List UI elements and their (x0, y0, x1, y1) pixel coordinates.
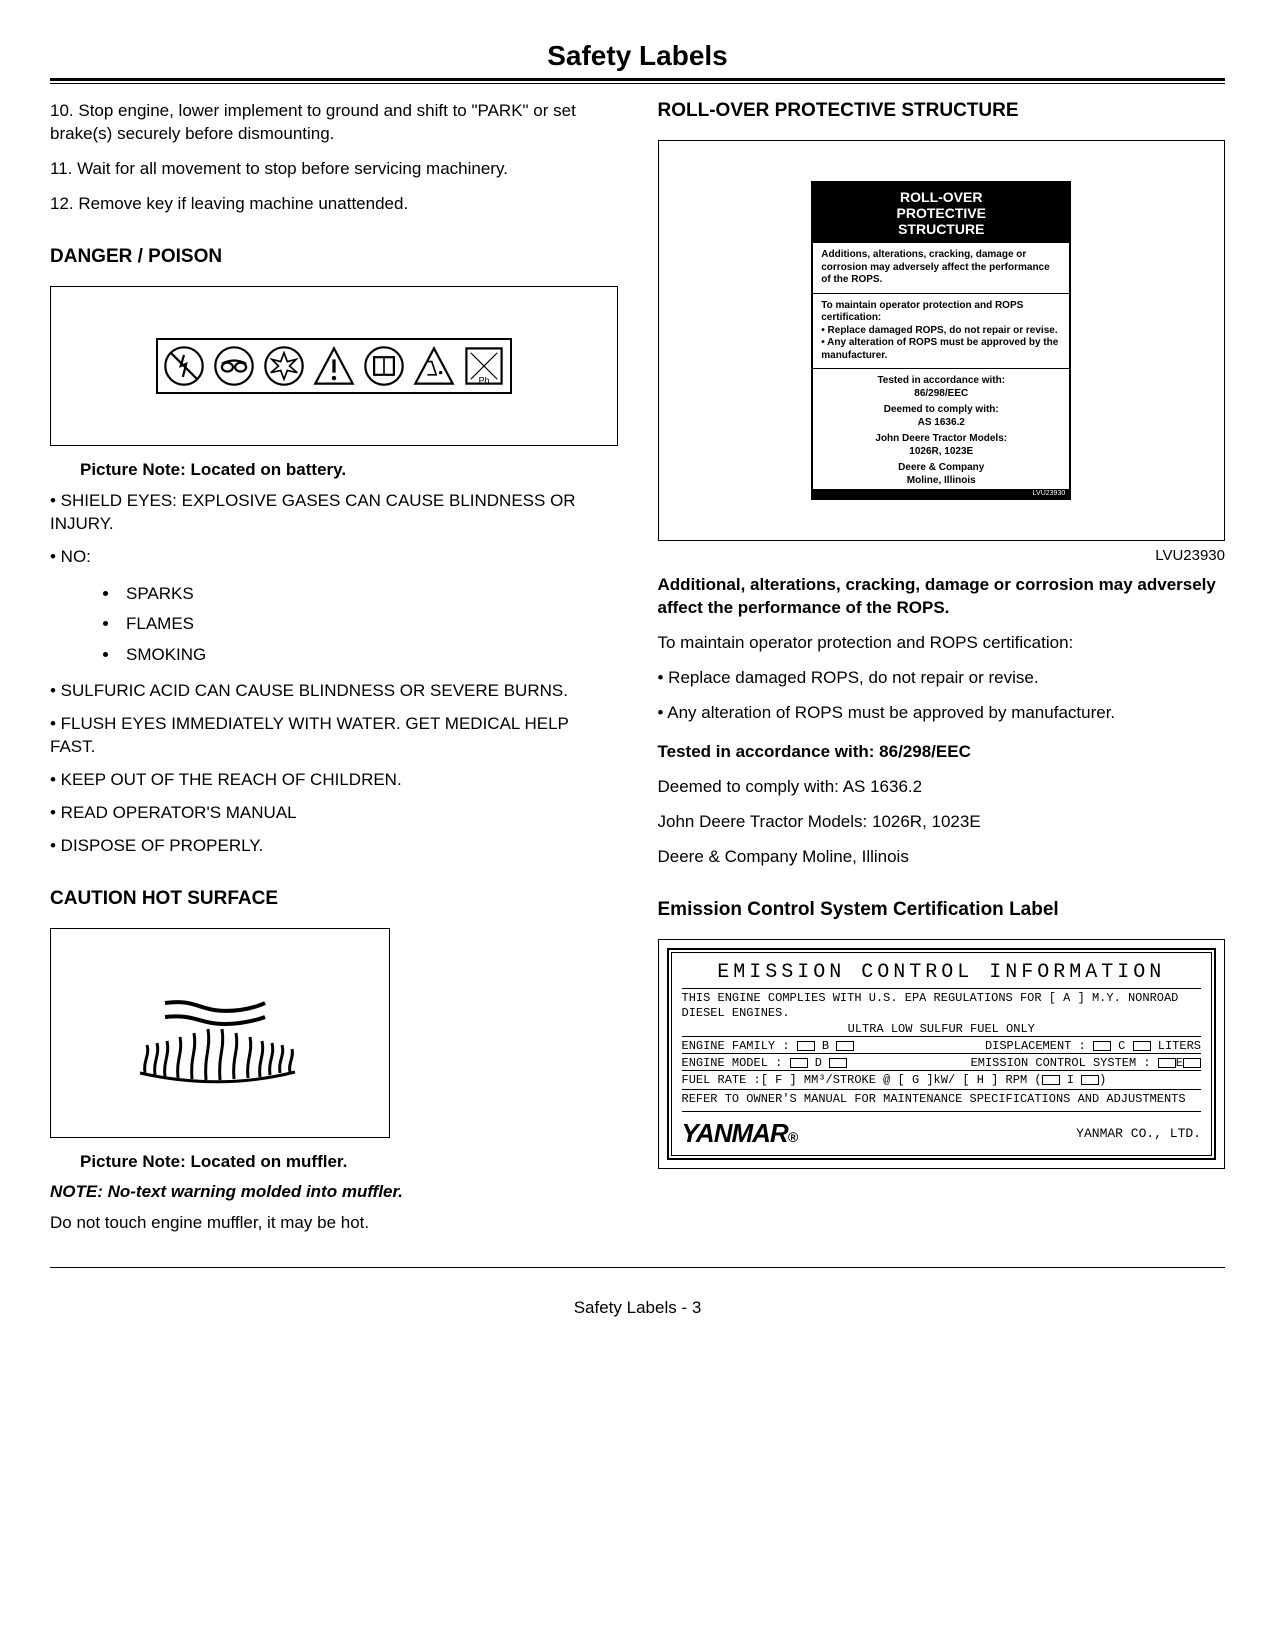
emission-figure: EMISSION CONTROL INFORMATION THIS ENGINE… (658, 939, 1226, 1169)
no-list: SPARKS FLAMES SMOKING (120, 579, 618, 671)
rops-foot-code: LVU23930 (813, 489, 1069, 498)
right-column: ROLL-OVER PROTECTIVE STRUCTURE ROLL-OVER… (658, 100, 1226, 1247)
page-title: Safety Labels (50, 40, 1225, 72)
shield-eyes-bullet: • SHIELD EYES: EXPLOSIVE GASES CAN CAUSE… (50, 490, 618, 536)
recycle-pb-icon: Pb (462, 344, 506, 388)
rops-sec2b: • Replace damaged ROPS, do not repair or… (821, 325, 1057, 336)
emission-row1: ENGINE FAMILY : B DISPLACEMENT : C LITER… (682, 1036, 1202, 1053)
left-column: 10. Stop engine, lower implement to grou… (50, 100, 618, 1247)
emission-row2: ENGINE MODEL : D EMISSION CONTROL SYSTEM… (682, 1053, 1202, 1070)
yanmar-logo: YANMAR® (682, 1118, 798, 1149)
emission-heading: Emission Control System Certification La… (658, 899, 1226, 921)
emission-line2: ULTRA LOW SULFUR FUEL ONLY (682, 1022, 1202, 1036)
emission-row3: FUEL RATE :[ F ] MM³/STROKE @ [ G ]kW/ [… (682, 1070, 1202, 1089)
battery-label-figure: Pb (50, 286, 618, 446)
rops-sec3a: Tested in accordance with: 86/298/EEC (821, 375, 1061, 400)
hot-surface-figure (50, 928, 390, 1138)
no-sparks: SPARKS (120, 579, 618, 610)
rops-sec3d: Deere & Company Moline, Illinois (821, 462, 1061, 487)
no-spark-icon (162, 344, 206, 388)
emission-line4: REFER TO OWNER'S MANUAL FOR MAINTENANCE … (682, 1089, 1202, 1108)
yanmar-row: YANMAR® YANMAR CO., LTD. (682, 1111, 1202, 1149)
explosion-icon (262, 344, 306, 388)
no-flames: FLAMES (120, 609, 618, 640)
rops-sec2c: • Any alteration of ROPS must be approve… (821, 337, 1058, 361)
rops-para-0: To maintain operator protection and ROPS… (658, 632, 1226, 655)
muffler-text: Do not touch engine muffler, it may be h… (50, 1212, 618, 1235)
emission-line1: THIS ENGINE COMPLIES WITH U.S. EPA REGUL… (682, 988, 1202, 1022)
flush-bullet: • FLUSH EYES IMMEDIATELY WITH WATER. GET… (50, 713, 618, 759)
dispose-bullet: • DISPOSE OF PROPERLY. (50, 835, 618, 858)
hot-heading: CAUTION HOT SURFACE (50, 888, 618, 910)
rops-para-1: • Replace damaged ROPS, do not repair or… (658, 667, 1226, 690)
em-disp-label: DISPLACEMENT : (985, 1039, 1086, 1053)
no-smoking: SMOKING (120, 640, 618, 671)
no-label: • NO: (50, 546, 618, 569)
manual-icon (362, 344, 406, 388)
rops-tested-1: John Deere Tractor Models: 1026R, 1023E (658, 811, 1226, 834)
yanmar-company: YANMAR CO., LTD. (1076, 1126, 1201, 1141)
rops-sec2a: To maintain operator protection and ROPS… (821, 300, 1023, 324)
keep-out-bullet: • KEEP OUT OF THE REACH OF CHILDREN. (50, 769, 618, 792)
muffler-note: NOTE: No-text warning molded into muffle… (50, 1182, 618, 1202)
rops-sec3c: John Deere Tractor Models: 1026R, 1023E (821, 433, 1061, 458)
emission-title: EMISSION CONTROL INFORMATION (682, 961, 1202, 984)
rops-figure: ROLL-OVER PROTECTIVE STRUCTURE Additions… (658, 140, 1226, 541)
rops-label-sec3: Tested in accordance with: 86/298/EEC De… (813, 369, 1069, 489)
rule-thin (50, 83, 1225, 84)
warning-triangle-icon (312, 344, 356, 388)
intro-10: 10. Stop engine, lower implement to grou… (50, 100, 618, 146)
rops-label-header: ROLL-OVER PROTECTIVE STRUCTURE (813, 183, 1069, 243)
battery-icons-row: Pb (156, 338, 512, 394)
rops-bold-para: Additional, alterations, cracking, damag… (658, 574, 1226, 620)
em-model-label: ENGINE MODEL : (682, 1056, 783, 1070)
rops-heading: ROLL-OVER PROTECTIVE STRUCTURE (658, 100, 1226, 122)
em-fuelrate: FUEL RATE :[ F ] MM³/STROKE @ [ G ]kW/ [… (682, 1073, 1042, 1087)
footer-rule (50, 1267, 1225, 1268)
em-liters: LITERS (1158, 1039, 1201, 1053)
rops-para-2: • Any alteration of ROPS must be approve… (658, 702, 1226, 725)
rops-sec3b: Deemed to comply with: AS 1636.2 (821, 404, 1061, 429)
sulfuric-bullet: • SULFURIC ACID CAN CAUSE BLINDNESS OR S… (50, 680, 618, 703)
em-ecs-label: EMISSION CONTROL SYSTEM : (971, 1056, 1151, 1070)
em-family-label: ENGINE FAMILY : (682, 1039, 790, 1053)
intro-11: 11. Wait for all movement to stop before… (50, 158, 618, 181)
read-manual-bullet: • READ OPERATOR'S MANUAL (50, 802, 618, 825)
page-footer: Safety Labels - 3 (50, 1298, 1225, 1318)
rops-caption: LVU23930 (658, 547, 1226, 564)
goggles-icon (212, 344, 256, 388)
muffler-picture-note: Picture Note: Located on muffler. (80, 1152, 618, 1172)
rule-thick (50, 78, 1225, 81)
rops-label-sec2: To maintain operator protection and ROPS… (813, 294, 1069, 370)
svg-text:Pb: Pb (478, 375, 489, 385)
rops-label-sec1: Additions, alterations, cracking, damage… (813, 243, 1069, 294)
acid-warning-triangle-icon (412, 344, 456, 388)
rops-tested-2: Deere & Company Moline, Illinois (658, 846, 1226, 869)
intro-12: 12. Remove key if leaving machine unatte… (50, 193, 618, 216)
hot-surface-icon (110, 973, 330, 1093)
rops-tested-bold: Tested in accordance with: 86/298/EEC (658, 741, 1226, 764)
columns: 10. Stop engine, lower implement to grou… (50, 100, 1225, 1247)
battery-picture-note: Picture Note: Located on battery. (80, 460, 618, 480)
rops-tested-0: Deemed to comply with: AS 1636.2 (658, 776, 1226, 799)
rops-label: ROLL-OVER PROTECTIVE STRUCTURE Additions… (811, 181, 1071, 500)
danger-heading: DANGER / POISON (50, 246, 618, 268)
